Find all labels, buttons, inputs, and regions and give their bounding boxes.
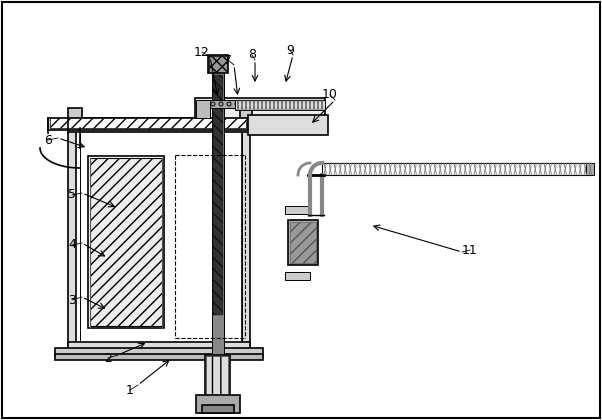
Bar [55, 354, 263, 360]
Text: 4: 4 [68, 239, 76, 252]
Bar [235, 100, 325, 110]
Text: 2: 2 [104, 352, 112, 365]
Bar [586, 163, 594, 175]
Bar [209, 56, 227, 72]
Text: 11: 11 [462, 244, 478, 257]
Bar [68, 342, 250, 354]
Bar [206, 356, 229, 409]
Bar [290, 222, 316, 263]
Bar [213, 75, 223, 315]
Bar [208, 55, 228, 73]
Bar [205, 355, 230, 410]
Bar [195, 98, 325, 128]
Bar [322, 163, 592, 175]
Bar [202, 100, 242, 108]
Bar [68, 108, 82, 126]
Bar [212, 70, 224, 370]
Text: 6: 6 [44, 134, 52, 147]
Text: 1: 1 [126, 383, 134, 396]
Bar [242, 128, 250, 348]
Bar [55, 348, 263, 356]
Text: 5: 5 [68, 189, 76, 202]
Bar [48, 118, 248, 130]
Bar [90, 158, 162, 326]
Bar [285, 272, 310, 280]
Text: 7: 7 [224, 53, 232, 66]
Bar [285, 206, 310, 214]
Text: 8: 8 [248, 48, 256, 61]
Text: 12: 12 [194, 45, 210, 58]
Bar [240, 108, 252, 126]
Bar [288, 220, 318, 265]
Bar [202, 405, 234, 413]
Bar [50, 118, 246, 128]
Bar [68, 118, 250, 132]
Bar [88, 156, 164, 328]
Text: 10: 10 [322, 89, 338, 102]
Bar [196, 100, 210, 118]
Bar [196, 395, 240, 413]
Text: 9: 9 [286, 44, 294, 57]
Bar [248, 115, 328, 135]
Text: 3: 3 [68, 294, 76, 307]
Bar [68, 128, 76, 348]
